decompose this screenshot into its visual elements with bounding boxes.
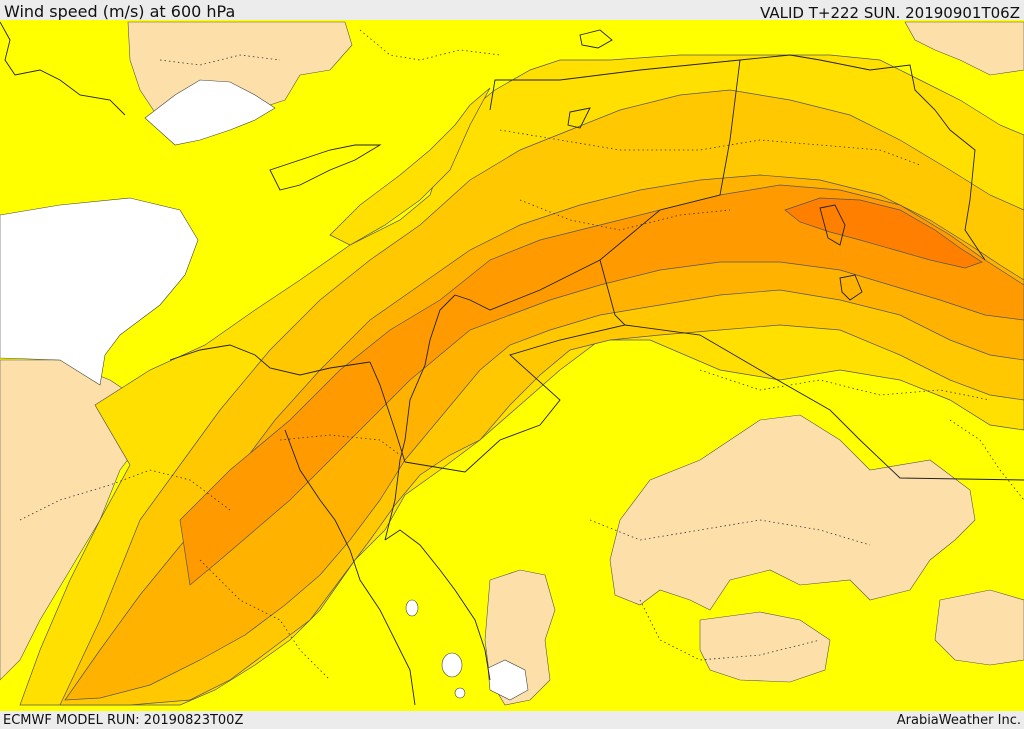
unshaded-west	[0, 197, 199, 386]
border-line-6	[369, 361, 406, 463]
model-run-label: ECMWF MODEL RUN: 20190823T00Z	[3, 713, 244, 728]
border-line-8	[384, 529, 491, 681]
valid-time: VALID T+222 SUN. 20190901T06Z	[760, 4, 1020, 22]
border-line-2	[454, 59, 741, 311]
low-wind-saudi-north	[609, 414, 976, 611]
admin-line-10	[949, 419, 1024, 501]
coast-line-6	[567, 107, 591, 129]
admin-lines	[19, 29, 1024, 681]
low-wind-northeast	[904, 21, 1024, 76]
admin-line-6	[19, 469, 231, 521]
unshaded-spot-2	[441, 652, 463, 678]
low-wind-saudi-south	[699, 611, 831, 683]
unshaded-spot-1	[405, 599, 419, 617]
coast-line-4	[819, 204, 846, 246]
borders	[0, 21, 1024, 706]
footer-bar	[0, 711, 1024, 729]
map-title: Wind speed (m/s) at 600 hPa	[4, 2, 236, 21]
admin-line-2	[519, 199, 731, 231]
header-bar	[0, 0, 1024, 20]
coast-line-2	[0, 21, 126, 116]
wind-band-level-3	[64, 174, 1024, 701]
wind-band-level-5	[784, 197, 983, 269]
unshaded-areas	[0, 79, 529, 701]
border-line-4	[624, 324, 1024, 481]
border-line-5	[384, 294, 456, 541]
unshaded-spot-3	[454, 687, 466, 699]
wind-band-level-1b	[329, 87, 491, 246]
coast-line-5	[839, 274, 863, 301]
wind-speed-map[interactable]	[0, 20, 1024, 711]
credit-label: ArabiaWeather Inc.	[896, 713, 1021, 728]
low-wind-southeast	[934, 589, 1024, 666]
border-line-1	[489, 54, 986, 261]
coast-line-3	[269, 144, 382, 191]
unshaded-south-1	[487, 659, 529, 701]
border-line-7	[284, 429, 416, 706]
coast-line-7	[579, 29, 613, 49]
admin-line-7	[279, 434, 401, 456]
admin-line-4	[589, 519, 871, 546]
unshaded-north	[144, 79, 276, 146]
coast-line-1	[169, 344, 371, 376]
border-line-3	[404, 259, 626, 473]
wind-band-level-4	[179, 184, 1024, 586]
wind-bands	[19, 54, 1024, 706]
